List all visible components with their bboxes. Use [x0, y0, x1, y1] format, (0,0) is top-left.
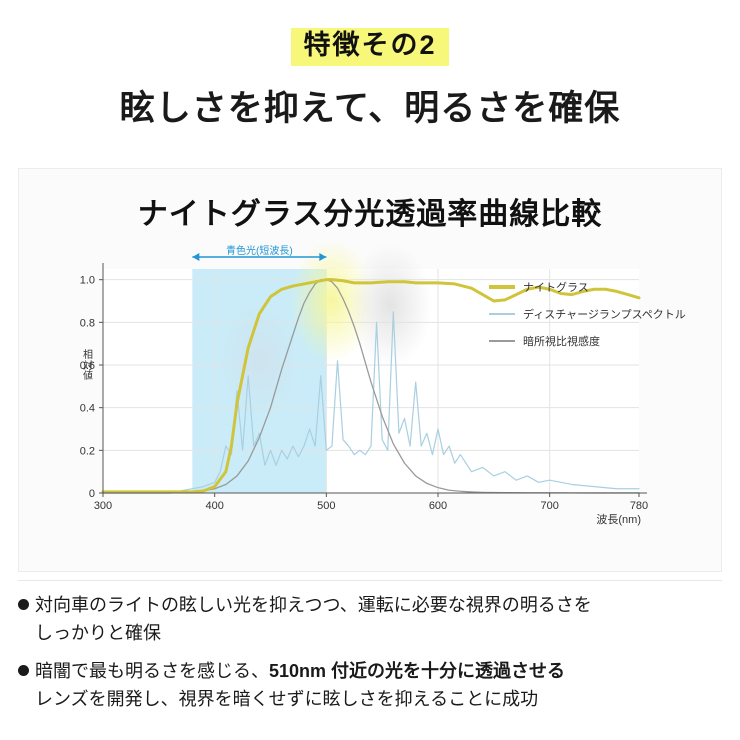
legend-label-2: 暗所視比視感度 — [523, 336, 600, 348]
y-axis-label: 相対値 — [83, 350, 93, 382]
legend-label-0: ナイトグラス — [523, 282, 589, 294]
svg-text:波長(nm): 波長(nm) — [596, 513, 641, 526]
bullet-item-2: 暗闇で最も明るさを感じる、510nm 付近の光を十分に透過させる レンズを開発し… — [18, 658, 722, 714]
svg-text:300: 300 — [94, 500, 112, 512]
chart-card: ナイトグラス分光透過率曲線比較 相対値 300 400 500 600 700 780 0 0… — [18, 168, 722, 572]
legend-item-discharge-lamp: ディスチャージランプスペクトル — [489, 306, 686, 322]
svg-text:780: 780 — [630, 500, 648, 512]
svg-text:0.2: 0.2 — [80, 445, 95, 457]
bullet-2-post: レンズを開発し、視界を暗くせずに眩しさを抑えることに成功 — [35, 688, 539, 709]
legend-swatch-line-icon — [489, 340, 515, 342]
svg-text:500: 500 — [317, 500, 335, 512]
bullet-2-pre: 暗闇で最も明るさを感じる、 — [35, 660, 269, 681]
svg-text:青色光(短波長): 青色光(短波長) — [226, 244, 293, 257]
bullet-dot-icon — [18, 599, 29, 610]
legend-item-scotopic: 暗所視比視感度 — [489, 333, 686, 349]
bullet-text-2: 暗闇で最も明るさを感じる、510nm 付近の光を十分に透過させる レンズを開発し… — [35, 658, 722, 714]
legend-swatch-line-icon — [489, 313, 515, 315]
feature-bullets: 対向車のライトの眩しい光を抑えつつ、運転に必要な視界の明るさを しっかりと確保 … — [18, 592, 722, 724]
legend-item-nightglass: ナイトグラス — [489, 279, 686, 295]
badge-wrapper: 特徴その2 — [0, 28, 740, 66]
svg-text:400: 400 — [205, 500, 223, 512]
svg-text:600: 600 — [429, 500, 447, 512]
svg-text:0: 0 — [89, 488, 95, 500]
section-divider — [18, 580, 722, 581]
page-header: 特徴その2 眩しさを抑えて、明るさを確保 — [0, 0, 740, 131]
feature-badge: 特徴その2 — [291, 28, 449, 66]
page-title: 眩しさを抑えて、明るさを確保 — [119, 88, 621, 128]
chart-plot-area: 300 400 500 600 700 780 0 0.2 0.4 0.6 0.8 1.0 波長(nm)… — [19, 239, 723, 571]
bullet-dot-icon — [18, 664, 29, 676]
bullet-2-bold: 510nm 付近の光を十分に透過させる — [269, 660, 566, 681]
legend-label-1: ディスチャージランプスペクトル — [523, 309, 686, 321]
svg-text:0.6: 0.6 — [80, 360, 95, 372]
chart-title: ナイトグラス分光透過率曲線比較 — [137, 198, 603, 231]
legend-swatch-line-icon — [489, 285, 515, 289]
bullet-1-line-1: 対向車のライトの眩しい光を抑えつつ、運転に必要な視界の明るさを — [35, 595, 592, 615]
svg-text:0.4: 0.4 — [80, 403, 95, 415]
bullet-item-1: 対向車のライトの眩しい光を抑えつつ、運転に必要な視界の明るさを しっかりと確保 — [18, 592, 722, 648]
svg-text:0.8: 0.8 — [80, 317, 95, 329]
bullet-1-line-2: しっかりと確保 — [35, 622, 161, 643]
bullet-text-1: 対向車のライトの眩しい光を抑えつつ、運転に必要な視界の明るさを しっかりと確保 — [35, 592, 722, 648]
svg-text:700: 700 — [540, 500, 558, 512]
chart-legend: ナイトグラス ディスチャージランプスペクトル 暗所視比視感度 — [489, 279, 686, 360]
svg-text:1.0: 1.0 — [80, 275, 95, 287]
spectral-transmittance-chart: 300 400 500 600 700 780 0 0.2 0.4 0.6 0.8 1.0 波長(nm)… — [80, 239, 648, 526]
